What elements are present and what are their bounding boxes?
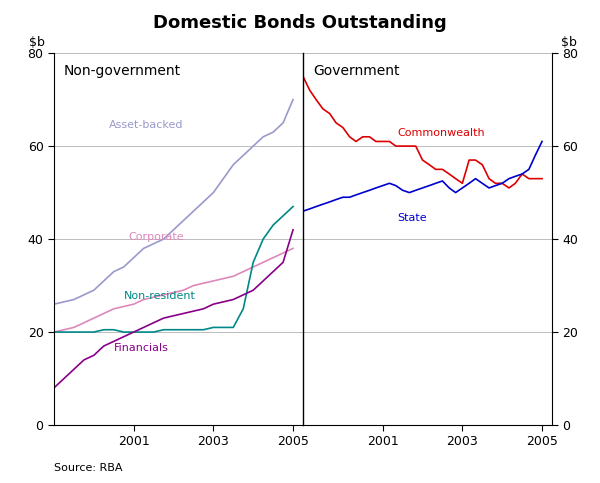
Text: Asset-backed: Asset-backed <box>109 120 183 130</box>
Text: Non-resident: Non-resident <box>124 291 196 301</box>
Text: State: State <box>398 213 427 223</box>
Text: Government: Government <box>313 64 400 78</box>
Text: Financials: Financials <box>114 343 169 353</box>
Text: Commonwealth: Commonwealth <box>398 128 485 138</box>
Text: Source: RBA: Source: RBA <box>54 463 122 473</box>
Text: Corporate: Corporate <box>128 232 184 242</box>
Text: Domestic Bonds Outstanding: Domestic Bonds Outstanding <box>153 14 447 32</box>
Text: Non-government: Non-government <box>64 64 181 78</box>
Text: $b: $b <box>561 36 577 49</box>
Text: $b: $b <box>29 36 45 49</box>
